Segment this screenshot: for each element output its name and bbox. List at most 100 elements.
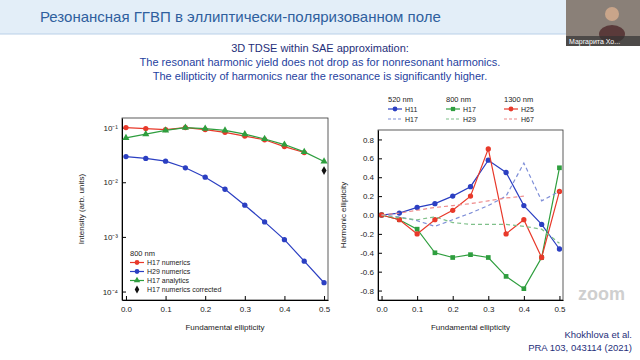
data-point: [122, 134, 129, 140]
y-tick-label: 0.0: [363, 211, 375, 220]
legend-header: 800 nm: [446, 95, 471, 104]
data-point: [503, 231, 508, 236]
legend-label: H25: [521, 106, 534, 113]
legend-label: H67: [521, 116, 534, 123]
y-tick-mark: [378, 291, 382, 292]
x-tick-mark: [324, 296, 325, 300]
data-point: [557, 246, 562, 251]
series-line: [126, 128, 304, 153]
x-tick-mark: [453, 296, 454, 300]
legend-label: H17: [463, 106, 476, 113]
y-tick: -0.2: [360, 230, 382, 239]
legend-swatch: [388, 118, 402, 119]
y-tick-label: 0.8: [363, 136, 375, 145]
data-point: [143, 156, 148, 161]
data-point: [162, 126, 169, 132]
data-point: [539, 255, 544, 260]
legend: 800 nmH17 numericsH29 numericsH17 analyt…: [130, 249, 221, 293]
y-axis: -0.8-0.6-0.4-0.20.00.20.40.60.8: [360, 131, 382, 301]
y-tick-mark: [378, 253, 382, 254]
y-tick-mark: [122, 182, 126, 183]
legend-label: H17: [405, 116, 418, 123]
data-point: [163, 127, 168, 132]
y-tick: 0.8: [363, 136, 382, 145]
data-point: [504, 274, 509, 279]
y-tick-label: 10⁻²: [103, 178, 118, 187]
x-tick-label: 0.2: [448, 305, 460, 314]
x-tick: 0.3: [483, 296, 495, 314]
x-tick-mark: [166, 296, 167, 300]
legend-label: H29: [463, 116, 476, 123]
y-tick-label: 0.6: [363, 154, 375, 163]
x-tick-label: 0.5: [319, 305, 331, 314]
y-tick: 0.4: [363, 173, 382, 182]
series-line: [382, 215, 560, 243]
data-point: [557, 165, 562, 170]
data-layer: [122, 124, 327, 286]
chart: 0.00.10.20.30.40.5-0.8-0.6-0.4-0.20.00.2…: [339, 95, 566, 332]
y-tick-label: -0.6: [360, 268, 374, 277]
data-point: [433, 250, 438, 255]
x-tick: 0.1: [412, 296, 424, 314]
data-point: [450, 255, 455, 260]
participant-name: Маргарита Хо...: [569, 38, 620, 46]
data-point: [241, 130, 248, 136]
y-tick-label: 0.2: [363, 192, 375, 201]
y-tick: 0.6: [363, 154, 382, 163]
data-point: [521, 203, 526, 208]
watermark: zoom: [578, 284, 625, 304]
subtitle-line: 3D TDSE within SAE approximation:: [231, 42, 409, 54]
citation-line: Khokhlova et al.: [564, 329, 632, 340]
subtitle-line: The resonant harmonic yield does not dro…: [140, 56, 501, 68]
chart: 0.00.10.20.30.40.510⁻¹10⁻²10⁻³10⁻⁴Fundam…: [77, 118, 331, 332]
citation-line: PRA 103, 043114 (2021): [528, 342, 632, 353]
y-axis: 10⁻¹ 10⁻² 10⁻³ 10⁻⁴: [103, 119, 126, 301]
data-point: [414, 205, 419, 210]
legend: 520 nm800 nm1300 nmH11H17H25H17H29H67: [388, 95, 534, 123]
y-tick-label: 0.4: [363, 173, 375, 182]
name-bar: [566, 36, 640, 46]
y-tick-label: 10⁻¹: [103, 124, 118, 133]
x-tick: 0.3: [240, 296, 252, 314]
y-tick-mark: [378, 272, 382, 273]
y-tick-label: 10⁻⁴: [103, 288, 119, 297]
subtitle-line: The ellipticity of harmonics near the re…: [153, 70, 487, 82]
data-point: [183, 165, 188, 170]
data-point: [321, 280, 326, 285]
legend-marker: [135, 286, 140, 294]
data-point: [281, 140, 288, 146]
x-tick: 0.4: [279, 296, 291, 314]
x-tick-mark: [524, 296, 525, 300]
data-point: [242, 203, 247, 208]
legend-swatch: [504, 118, 518, 119]
data-point: [539, 222, 544, 227]
data-point: [486, 146, 491, 151]
legend-label: H11: [405, 106, 417, 113]
data-point: [468, 184, 473, 189]
x-tick-label: 0.5: [554, 305, 566, 314]
y-tick: -0.6: [360, 268, 382, 277]
data-point: [182, 124, 189, 130]
y-tick: 10⁻³: [103, 233, 126, 242]
data-point: [414, 231, 419, 236]
data-point: [557, 189, 562, 194]
data-point: [203, 175, 208, 180]
data-point: [262, 219, 267, 224]
series-line: [382, 160, 560, 249]
x-tick-mark: [488, 296, 489, 300]
y-axis-title: Harmonic ellipticity: [339, 182, 348, 249]
data-point: [301, 148, 308, 154]
y-tick-mark: [122, 237, 126, 238]
y-tick-label: -0.4: [360, 249, 374, 258]
series-line: [382, 196, 524, 215]
x-tick-label: 0.3: [240, 305, 252, 314]
plot-frame: [122, 118, 328, 300]
y-tick: 0.2: [363, 192, 382, 201]
legend-label: H29 numerics: [147, 268, 191, 275]
data-point: [432, 217, 437, 222]
data-point: [503, 170, 508, 175]
y-tick-mark: [378, 139, 382, 140]
legend-header: 520 nm: [388, 95, 413, 104]
x-tick-label: 0.1: [161, 305, 173, 314]
legend-marker: [451, 107, 455, 111]
